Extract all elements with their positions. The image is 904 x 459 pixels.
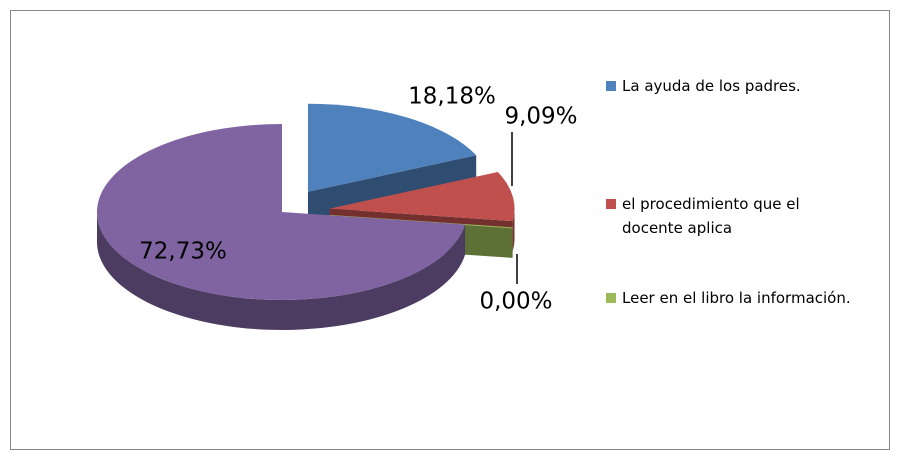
- legend-item: La ayuda de los padres.: [606, 74, 892, 98]
- slice: [97, 124, 466, 301]
- data-label: 9,09%: [504, 104, 577, 130]
- slice-side: [512, 208, 515, 252]
- legend-item: Leer en el libro la información.: [606, 286, 892, 310]
- legend-swatch: [606, 293, 616, 303]
- slice: [307, 103, 477, 192]
- legend-label: el procedimiento que el docente aplica: [622, 195, 800, 237]
- slice: [329, 172, 515, 222]
- chart-frame: [10, 10, 890, 450]
- legend-label: La ayuda de los padres.: [622, 77, 801, 95]
- legend-item: el procedimiento que el docente aplica: [606, 192, 892, 240]
- legend-swatch: [606, 199, 616, 209]
- slices: [97, 103, 515, 330]
- legend-label: Leer en el libro la información.: [622, 289, 851, 307]
- slice-side: [97, 212, 466, 330]
- data-label: 0,00%: [479, 289, 552, 315]
- legend-swatch: [606, 81, 616, 91]
- data-label: 72,73%: [139, 239, 227, 265]
- data-label: 18,18%: [408, 84, 496, 110]
